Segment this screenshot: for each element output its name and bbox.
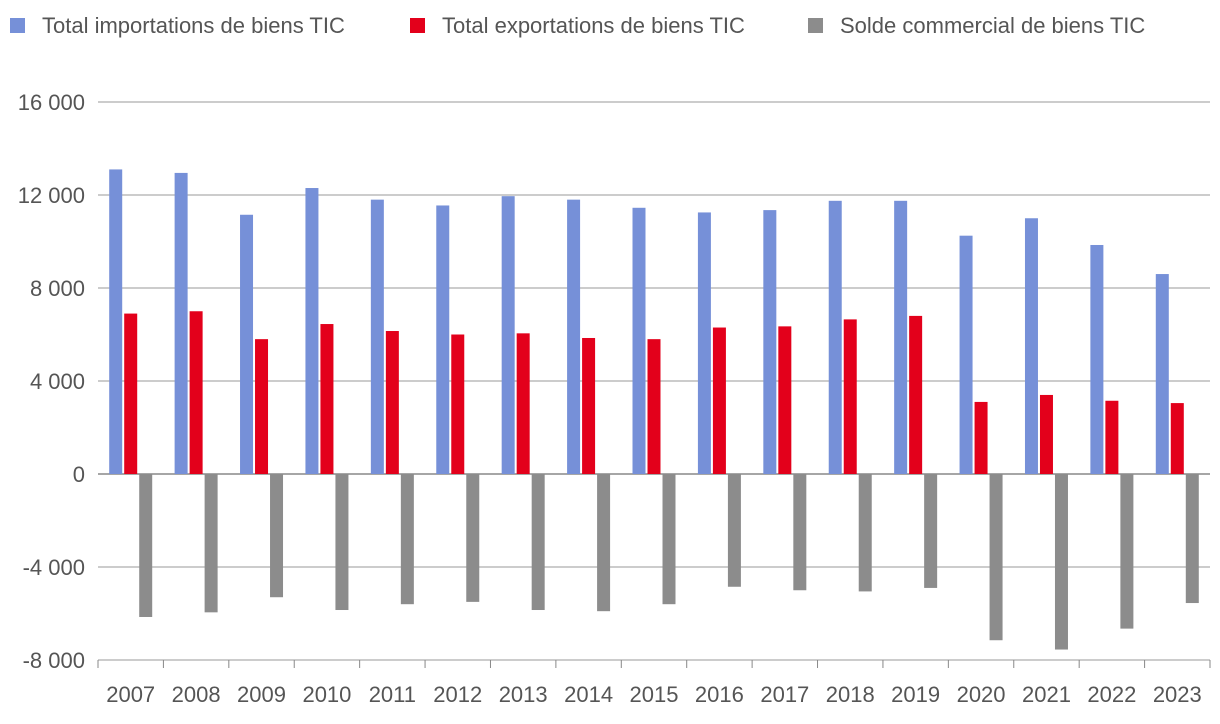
import-bar	[174, 172, 188, 474]
x-tick-label: 2022	[1087, 682, 1136, 707]
legend-swatch-1	[10, 18, 25, 33]
legend-swatch-3	[808, 18, 823, 33]
balance-bar	[597, 474, 611, 612]
export-bar	[909, 315, 923, 474]
balance-bar	[989, 474, 1003, 641]
x-tick-label: 2009	[237, 682, 286, 707]
export-bar	[124, 313, 138, 474]
x-tick-label: 2011	[369, 682, 416, 707]
legend: Total importations de biens TIC Total exp…	[10, 13, 1145, 38]
balance-bar	[204, 474, 218, 613]
balance-bar	[727, 474, 741, 587]
x-tick-label: 2021	[1022, 682, 1071, 707]
export-bar	[647, 339, 661, 474]
x-axis: 2007 2008 2009 2010 2011 2012 2013 2014 2015 2016…	[97, 660, 1211, 707]
y-tick-label: 12 000	[18, 183, 85, 208]
balance-bar	[531, 474, 545, 611]
y-tick-label: -8 000	[23, 648, 85, 673]
x-tick-label: 2023	[1153, 682, 1202, 707]
x-tick-label: 2014	[564, 682, 613, 707]
y-tick-label: 4 000	[30, 369, 85, 394]
export-bar	[1170, 403, 1184, 474]
y-tick-label: 0	[73, 462, 85, 487]
export-bar	[516, 333, 530, 474]
y-axis: 16 000 12 000 8 000 4 000 0 -4 000 -8 000	[18, 90, 85, 673]
balance-bar	[793, 474, 807, 591]
bars	[109, 169, 1199, 650]
export-bar	[843, 319, 857, 474]
balance-bar	[858, 474, 872, 592]
export-bar	[778, 326, 792, 474]
legend-label-2: Total exportations de biens TIC	[442, 13, 745, 38]
import-bar	[370, 199, 384, 474]
import-bar	[1155, 274, 1169, 474]
legend-label-1: Total importations de biens TIC	[42, 13, 345, 38]
import-bar	[1090, 244, 1104, 474]
import-bar	[240, 214, 254, 474]
export-bar	[255, 339, 269, 474]
balance-bar	[924, 474, 938, 588]
balance-bar	[139, 474, 153, 617]
legend-label-3: Solde commercial de biens TIC	[840, 13, 1145, 38]
import-bar	[305, 188, 319, 474]
import-bar	[632, 207, 646, 474]
x-tick-label: 2007	[106, 682, 155, 707]
export-bar	[189, 311, 203, 474]
y-tick-label: 8 000	[30, 276, 85, 301]
x-tick-label: 2015	[630, 682, 679, 707]
export-bar	[582, 337, 596, 474]
export-bar	[974, 401, 988, 474]
x-tick-label: 2013	[499, 682, 548, 707]
export-bar	[712, 327, 726, 474]
balance-bar	[335, 474, 349, 611]
balance-bar	[1120, 474, 1134, 629]
legend-swatch-2	[410, 18, 425, 33]
balance-bar	[270, 474, 284, 598]
import-bar	[828, 200, 842, 474]
export-bar	[1105, 400, 1119, 474]
import-bar	[567, 199, 581, 474]
x-tick-label: 2020	[957, 682, 1006, 707]
import-bar	[1024, 218, 1038, 474]
x-tick-label: 2018	[826, 682, 875, 707]
import-bar	[501, 196, 515, 474]
x-tick-label: 2019	[891, 682, 940, 707]
export-bar	[385, 331, 399, 474]
balance-bar	[466, 474, 480, 602]
import-bar	[697, 212, 711, 474]
y-tick-label: 16 000	[18, 90, 85, 115]
balance-bar	[662, 474, 676, 605]
balance-bar	[1054, 474, 1068, 650]
x-tick-label: 2008	[172, 682, 221, 707]
import-bar	[436, 205, 450, 474]
x-tick-label: 2017	[760, 682, 809, 707]
balance-bar	[400, 474, 414, 605]
x-tick-label: 2012	[433, 682, 482, 707]
export-bar	[451, 334, 465, 474]
import-bar	[959, 235, 973, 474]
import-bar	[894, 200, 908, 474]
y-tick-label: -4 000	[23, 555, 85, 580]
import-bar	[109, 169, 123, 475]
x-tick-label: 2010	[302, 682, 351, 707]
import-bar	[763, 210, 777, 475]
balance-bar	[1185, 474, 1199, 604]
export-bar	[1039, 394, 1053, 474]
export-bar	[320, 324, 334, 474]
x-tick-label: 2016	[695, 682, 744, 707]
